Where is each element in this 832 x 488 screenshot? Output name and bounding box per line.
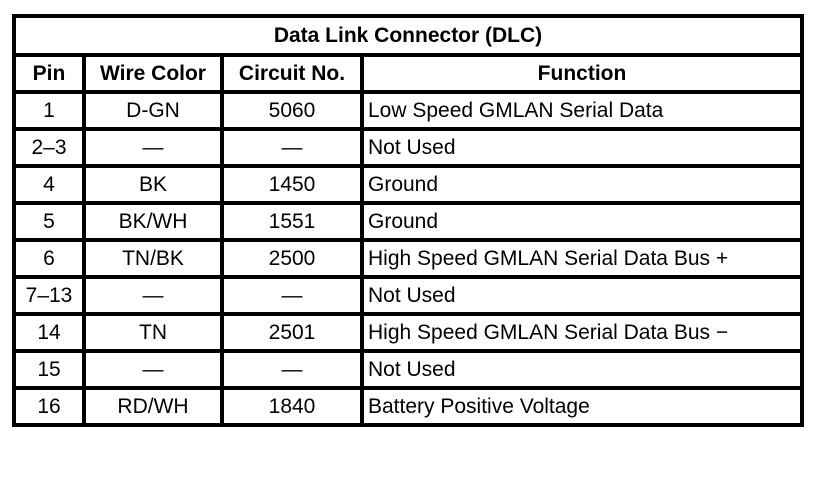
pin-cell: 6: [12, 238, 86, 279]
header-row: Pin Wire Color Circuit No. Function: [12, 53, 804, 94]
header-function: Function: [360, 53, 804, 94]
table-title-row: Data Link Connector (DLC): [12, 14, 804, 57]
function-cell: Not Used: [360, 349, 804, 390]
circuit-cell: —: [220, 349, 364, 390]
wire-color-cell: BK: [82, 164, 224, 205]
wire-color-cell: D-GN: [82, 90, 224, 131]
wire-color-cell: —: [82, 275, 224, 316]
pin-cell: 2–3: [12, 127, 86, 168]
wire-color-cell: TN/BK: [82, 238, 224, 279]
pin-cell: 7–13: [12, 275, 86, 316]
function-cell: High Speed GMLAN Serial Data Bus +: [360, 238, 804, 279]
pin-cell: 15: [12, 349, 86, 390]
pin-cell: 5: [12, 201, 86, 242]
wire-color-cell: TN: [82, 312, 224, 353]
header-wire-color: Wire Color: [82, 53, 224, 94]
wire-color-cell: BK/WH: [82, 201, 224, 242]
table-row: 2–3— — Not Used: [12, 127, 804, 168]
function-cell: Ground: [360, 201, 804, 242]
function-cell: Battery Positive Voltage: [360, 386, 804, 427]
function-cell: Low Speed GMLAN Serial Data: [360, 90, 804, 131]
table-row: 1 D-GN 5060 Low Speed GMLAN Serial Data: [12, 90, 804, 131]
wire-color-cell: —: [82, 349, 224, 390]
function-cell: Not Used: [360, 275, 804, 316]
function-cell: Ground: [360, 164, 804, 205]
function-cell: High Speed GMLAN Serial Data Bus −: [360, 312, 804, 353]
table-row: 4 BK 1450 Ground: [12, 164, 804, 205]
pin-cell: 14: [12, 312, 86, 353]
function-cell: Not Used: [360, 127, 804, 168]
circuit-cell: —: [220, 127, 364, 168]
circuit-cell: 1551: [220, 201, 364, 242]
table-title: Data Link Connector (DLC): [12, 14, 804, 57]
circuit-cell: —: [220, 275, 364, 316]
pin-cell: 4: [12, 164, 86, 205]
table-row: 7–13— — Not Used: [12, 275, 804, 316]
circuit-cell: 1840: [220, 386, 364, 427]
dlc-table: Data Link Connector (DLC) Pin Wire Color…: [12, 14, 804, 427]
header-pin: Pin: [12, 53, 86, 94]
wire-color-cell: RD/WH: [82, 386, 224, 427]
table-row: 16 RD/WH 1840 Battery Positive Voltage: [12, 386, 804, 427]
table-row: 15— — Not Used: [12, 349, 804, 390]
pin-cell: 16: [12, 386, 86, 427]
circuit-cell: 1450: [220, 164, 364, 205]
table-row: 6 TN/BK 2500 High Speed GMLAN Serial Data B…: [12, 238, 804, 279]
header-circuit: Circuit No.: [220, 53, 364, 94]
table-row: 14 TN 2501 High Speed GMLAN Serial Data Bus…: [12, 312, 804, 353]
pin-cell: 1: [12, 90, 86, 131]
wire-color-cell: —: [82, 127, 224, 168]
circuit-cell: 2501: [220, 312, 364, 353]
circuit-cell: 5060: [220, 90, 364, 131]
circuit-cell: 2500: [220, 238, 364, 279]
table-row: 5 BK/WH 1551 Ground: [12, 201, 804, 242]
